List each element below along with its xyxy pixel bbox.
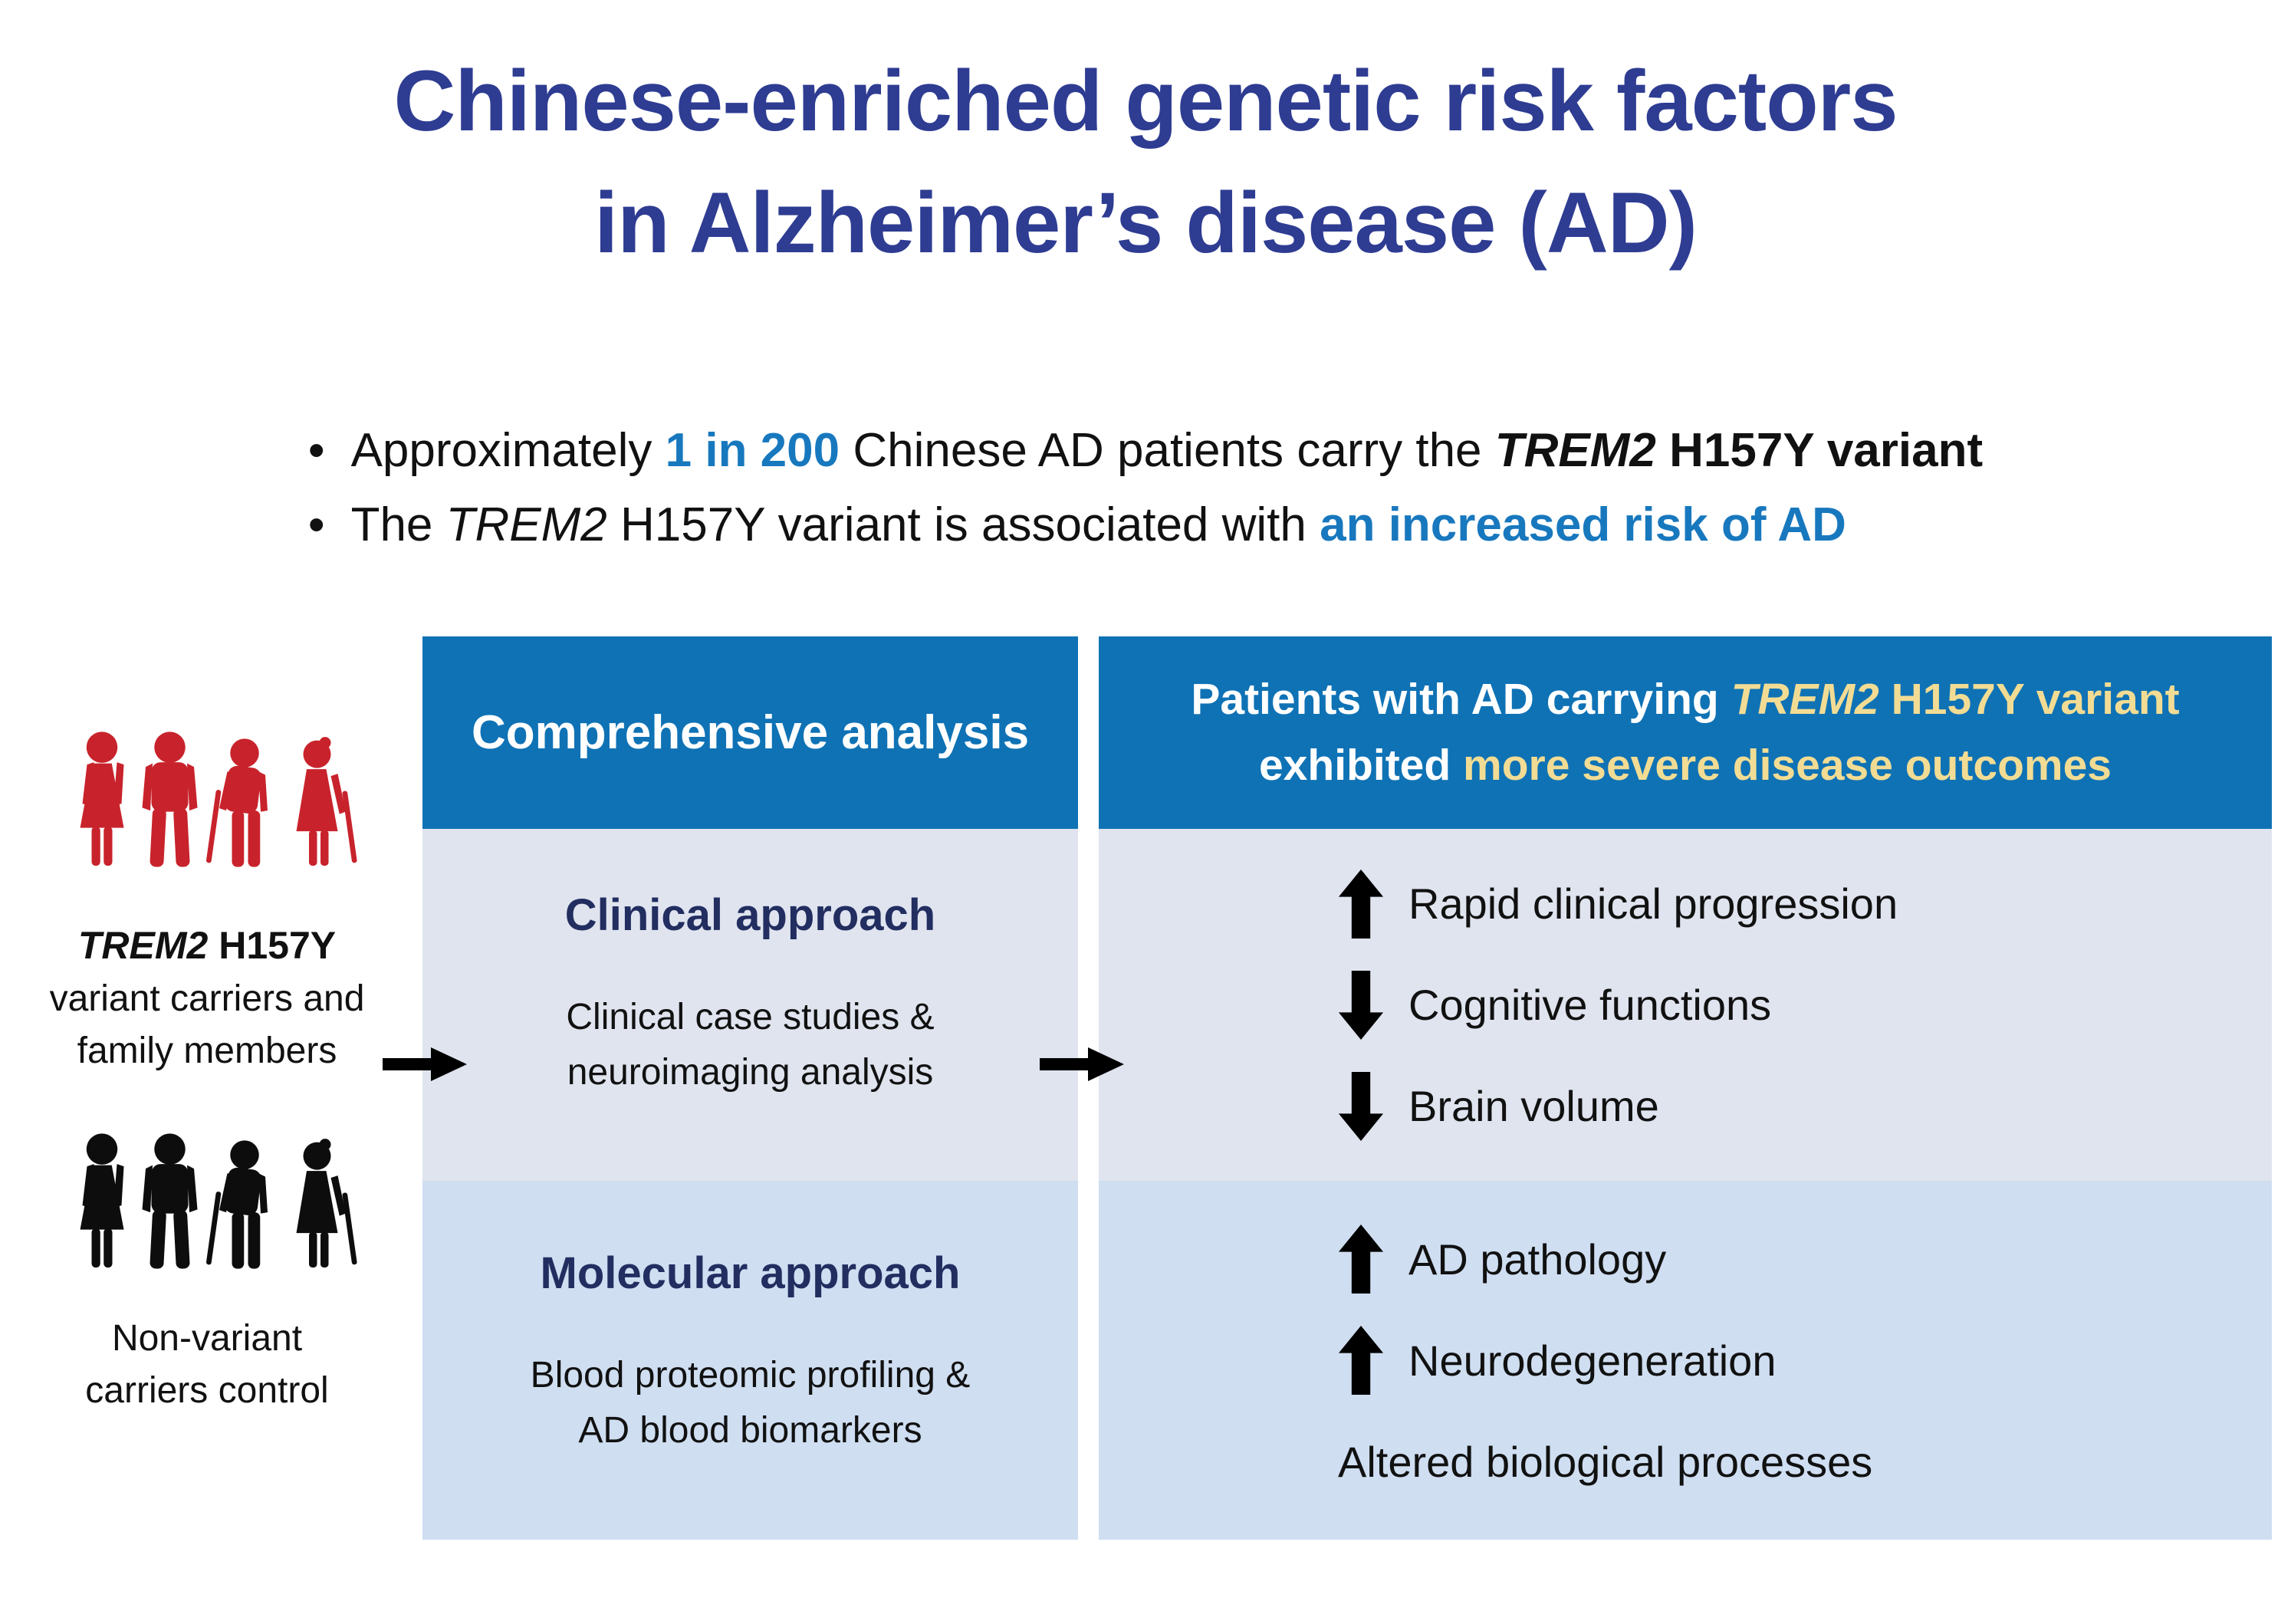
outcome-row: Altered biological processes xyxy=(1338,1426,2272,1497)
variant-carriers-label: TREM2 H157Y variant carriers and family … xyxy=(8,919,406,1077)
outcome-row: Neurodegeneration xyxy=(1338,1325,2272,1396)
outcomes-header-text-1: Patients with AD carrying xyxy=(1191,675,1731,724)
outcome-label: Neurodegeneration xyxy=(1408,1336,1777,1385)
outcome-label: AD pathology xyxy=(1408,1234,1667,1284)
variant-carriers-family-icon xyxy=(80,731,357,867)
molecular-approach-section: Molecular approach Blood proteomic profi… xyxy=(422,1181,1078,1540)
key-findings-list: Approximately 1 in 200 Chinese AD patien… xyxy=(308,414,1984,563)
carriers-gene-name: TREM2 xyxy=(77,924,209,967)
molecular-approach-line-2: AD blood biomarkers xyxy=(578,1409,922,1451)
down-arrow-icon xyxy=(1338,1071,1384,1141)
molecular-approach-heading: Molecular approach xyxy=(540,1248,961,1298)
title-line-1: Chinese-enriched genetic risk factors xyxy=(393,53,1898,149)
non-variant-controls-family-icon xyxy=(80,1133,357,1269)
carriers-variant-name: H157Y xyxy=(208,924,337,967)
clinical-approach-section: Clinical approach Clinical case studies … xyxy=(422,829,1078,1181)
outcome-row: Brain volume xyxy=(1338,1071,2272,1142)
outcome-label: Altered biological processes xyxy=(1338,1437,1873,1486)
up-arrow-icon xyxy=(1338,869,1384,939)
bullet2-text-2: H157Y variant is associated with xyxy=(606,498,1320,551)
outcomes-header-line-1: Patients with AD carrying TREM2 H157Y va… xyxy=(1191,667,2179,733)
bullet1-highlight: 1 in 200 xyxy=(665,424,840,477)
bullet1-variant: H157Y variant xyxy=(1655,424,1984,477)
controls-label-line-1: Non-variant xyxy=(111,1318,303,1359)
clinical-approach-heading: Clinical approach xyxy=(564,890,936,940)
outcomes-header-variant: H157Y variant xyxy=(1878,675,2180,724)
outcome-row: AD pathology xyxy=(1338,1224,2272,1294)
analysis-column-header: Comprehensive analysis xyxy=(422,636,1078,829)
bullet2-gene: TREM2 xyxy=(445,498,607,551)
bullet2-text-1: The xyxy=(350,498,446,551)
comprehensive-analysis-column: Comprehensive analysis Clinical approach… xyxy=(422,636,1078,1540)
clinical-approach-line-2: neuroimaging analysis xyxy=(567,1051,934,1093)
carriers-label-line-3: family members xyxy=(77,1031,337,1072)
analysis-header-text: Comprehensive analysis xyxy=(471,706,1030,759)
clinical-outcomes-section: Rapid clinical progression Cognitive fun… xyxy=(1099,829,2272,1181)
page-title: Chinese-enriched genetic risk factors in… xyxy=(0,40,2291,284)
up-arrow-icon xyxy=(1338,1225,1384,1294)
bullet2-highlight: an increased risk of AD xyxy=(1320,498,1846,551)
bullet-risk: The TREM2 H157Y variant is associated wi… xyxy=(308,488,1983,563)
outcomes-header-highlight: more severe disease outcomes xyxy=(1463,740,2112,790)
bullet1-gene: TREM2 xyxy=(1494,424,1656,477)
outcomes-header-gene: TREM2 xyxy=(1731,675,1879,724)
bullet1-text-1: Approximately xyxy=(350,424,666,477)
outcomes-header-text-2: exhibited xyxy=(1258,740,1464,790)
outcomes-column-header: Patients with AD carrying TREM2 H157Y va… xyxy=(1099,636,2272,829)
bullet-prevalence: Approximately 1 in 200 Chinese AD patien… xyxy=(308,414,1984,488)
clinical-approach-description: Clinical case studies & neuroimaging ana… xyxy=(566,990,934,1100)
bullet1-text-2: Chinese AD patients carry the xyxy=(840,424,1495,477)
carriers-label-line-2: variant carriers and xyxy=(49,978,365,1019)
outcomes-column: Patients with AD carrying TREM2 H157Y va… xyxy=(1099,636,2272,1540)
clinical-approach-line-1: Clinical case studies & xyxy=(566,996,935,1037)
molecular-approach-description: Blood proteomic profiling & AD blood bio… xyxy=(531,1348,971,1458)
molecular-approach-line-1: Blood proteomic profiling & xyxy=(530,1354,971,1396)
outcome-label: Brain volume xyxy=(1408,1082,1659,1130)
outcomes-header-line-2: exhibited more severe disease outcomes xyxy=(1259,733,2112,799)
molecular-outcomes-section: AD pathology Neurodegeneration Altered b… xyxy=(1099,1181,2272,1540)
controls-label-line-2: carriers control xyxy=(85,1370,329,1412)
non-variant-controls-label: Non-variant carriers control xyxy=(8,1313,406,1417)
flow-right-arrow-icon xyxy=(383,1047,467,1081)
down-arrow-icon xyxy=(1338,970,1384,1040)
outcome-row: Rapid clinical progression xyxy=(1338,869,2272,939)
flow-right-arrow-icon xyxy=(1040,1047,1124,1081)
title-line-2: in Alzheimer’s disease (AD) xyxy=(594,175,1698,271)
outcome-label: Rapid clinical progression xyxy=(1408,879,1898,928)
outcome-label: Cognitive functions xyxy=(1408,981,1772,1029)
up-arrow-icon xyxy=(1338,1326,1384,1395)
outcome-row: Cognitive functions xyxy=(1338,970,2272,1040)
